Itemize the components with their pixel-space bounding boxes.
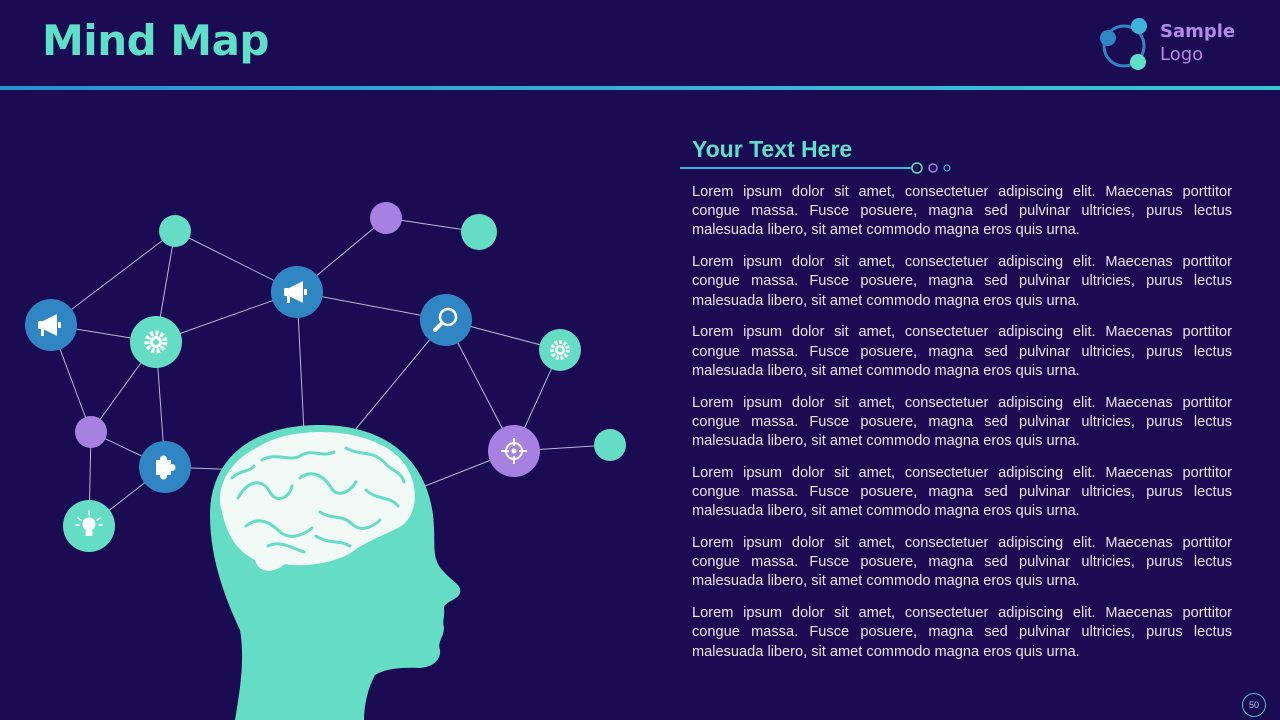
body-text: Lorem ipsum dolor sit amet, consectetuer… xyxy=(692,183,1232,674)
mind-map-node xyxy=(594,429,626,461)
brain-graphic xyxy=(219,431,415,571)
mind-map-node xyxy=(370,202,402,234)
megaphone-icon xyxy=(271,266,323,318)
gear-icon xyxy=(539,329,581,371)
megaphone-icon xyxy=(25,299,77,351)
paragraph: Lorem ipsum dolor sit amet, consectetuer… xyxy=(692,464,1232,520)
search-icon xyxy=(420,294,472,346)
puzzle-icon xyxy=(139,441,191,493)
page-number: 50 xyxy=(1242,693,1266,717)
section-heading: Your Text Here xyxy=(692,136,853,162)
paragraph: Lorem ipsum dolor sit amet, consectetuer… xyxy=(692,254,1232,309)
mind-map-graphic xyxy=(25,202,626,720)
header-divider xyxy=(0,86,1280,90)
paragraph: Lorem ipsum dolor sit amet, consectetuer… xyxy=(692,324,1232,379)
paragraph: Lorem ipsum dolor sit amet, consectetuer… xyxy=(692,535,1232,590)
paragraph: Lorem ipsum dolor sit amet, consectetuer… xyxy=(692,184,1232,239)
logo-line-2: Logo xyxy=(1160,44,1204,65)
gear-icon xyxy=(130,316,182,368)
paragraph: Lorem ipsum dolor sit amet, consectetuer… xyxy=(692,605,1232,660)
mind-map-node xyxy=(159,215,191,247)
paragraph: Lorem ipsum dolor sit amet, consectetuer… xyxy=(692,394,1232,450)
logo-text: Sample Logo xyxy=(1160,20,1235,66)
logo-graphic xyxy=(1100,18,1147,70)
logo-line-1: Sample xyxy=(1160,21,1236,42)
target-icon xyxy=(488,425,540,477)
heading-underline xyxy=(680,162,951,174)
company-logo: Sample Logo xyxy=(1096,16,1246,76)
mind-map-node xyxy=(461,214,497,250)
lightbulb-icon xyxy=(63,500,115,552)
page-title: Mind Map xyxy=(42,16,269,65)
mind-map-node xyxy=(75,416,107,448)
